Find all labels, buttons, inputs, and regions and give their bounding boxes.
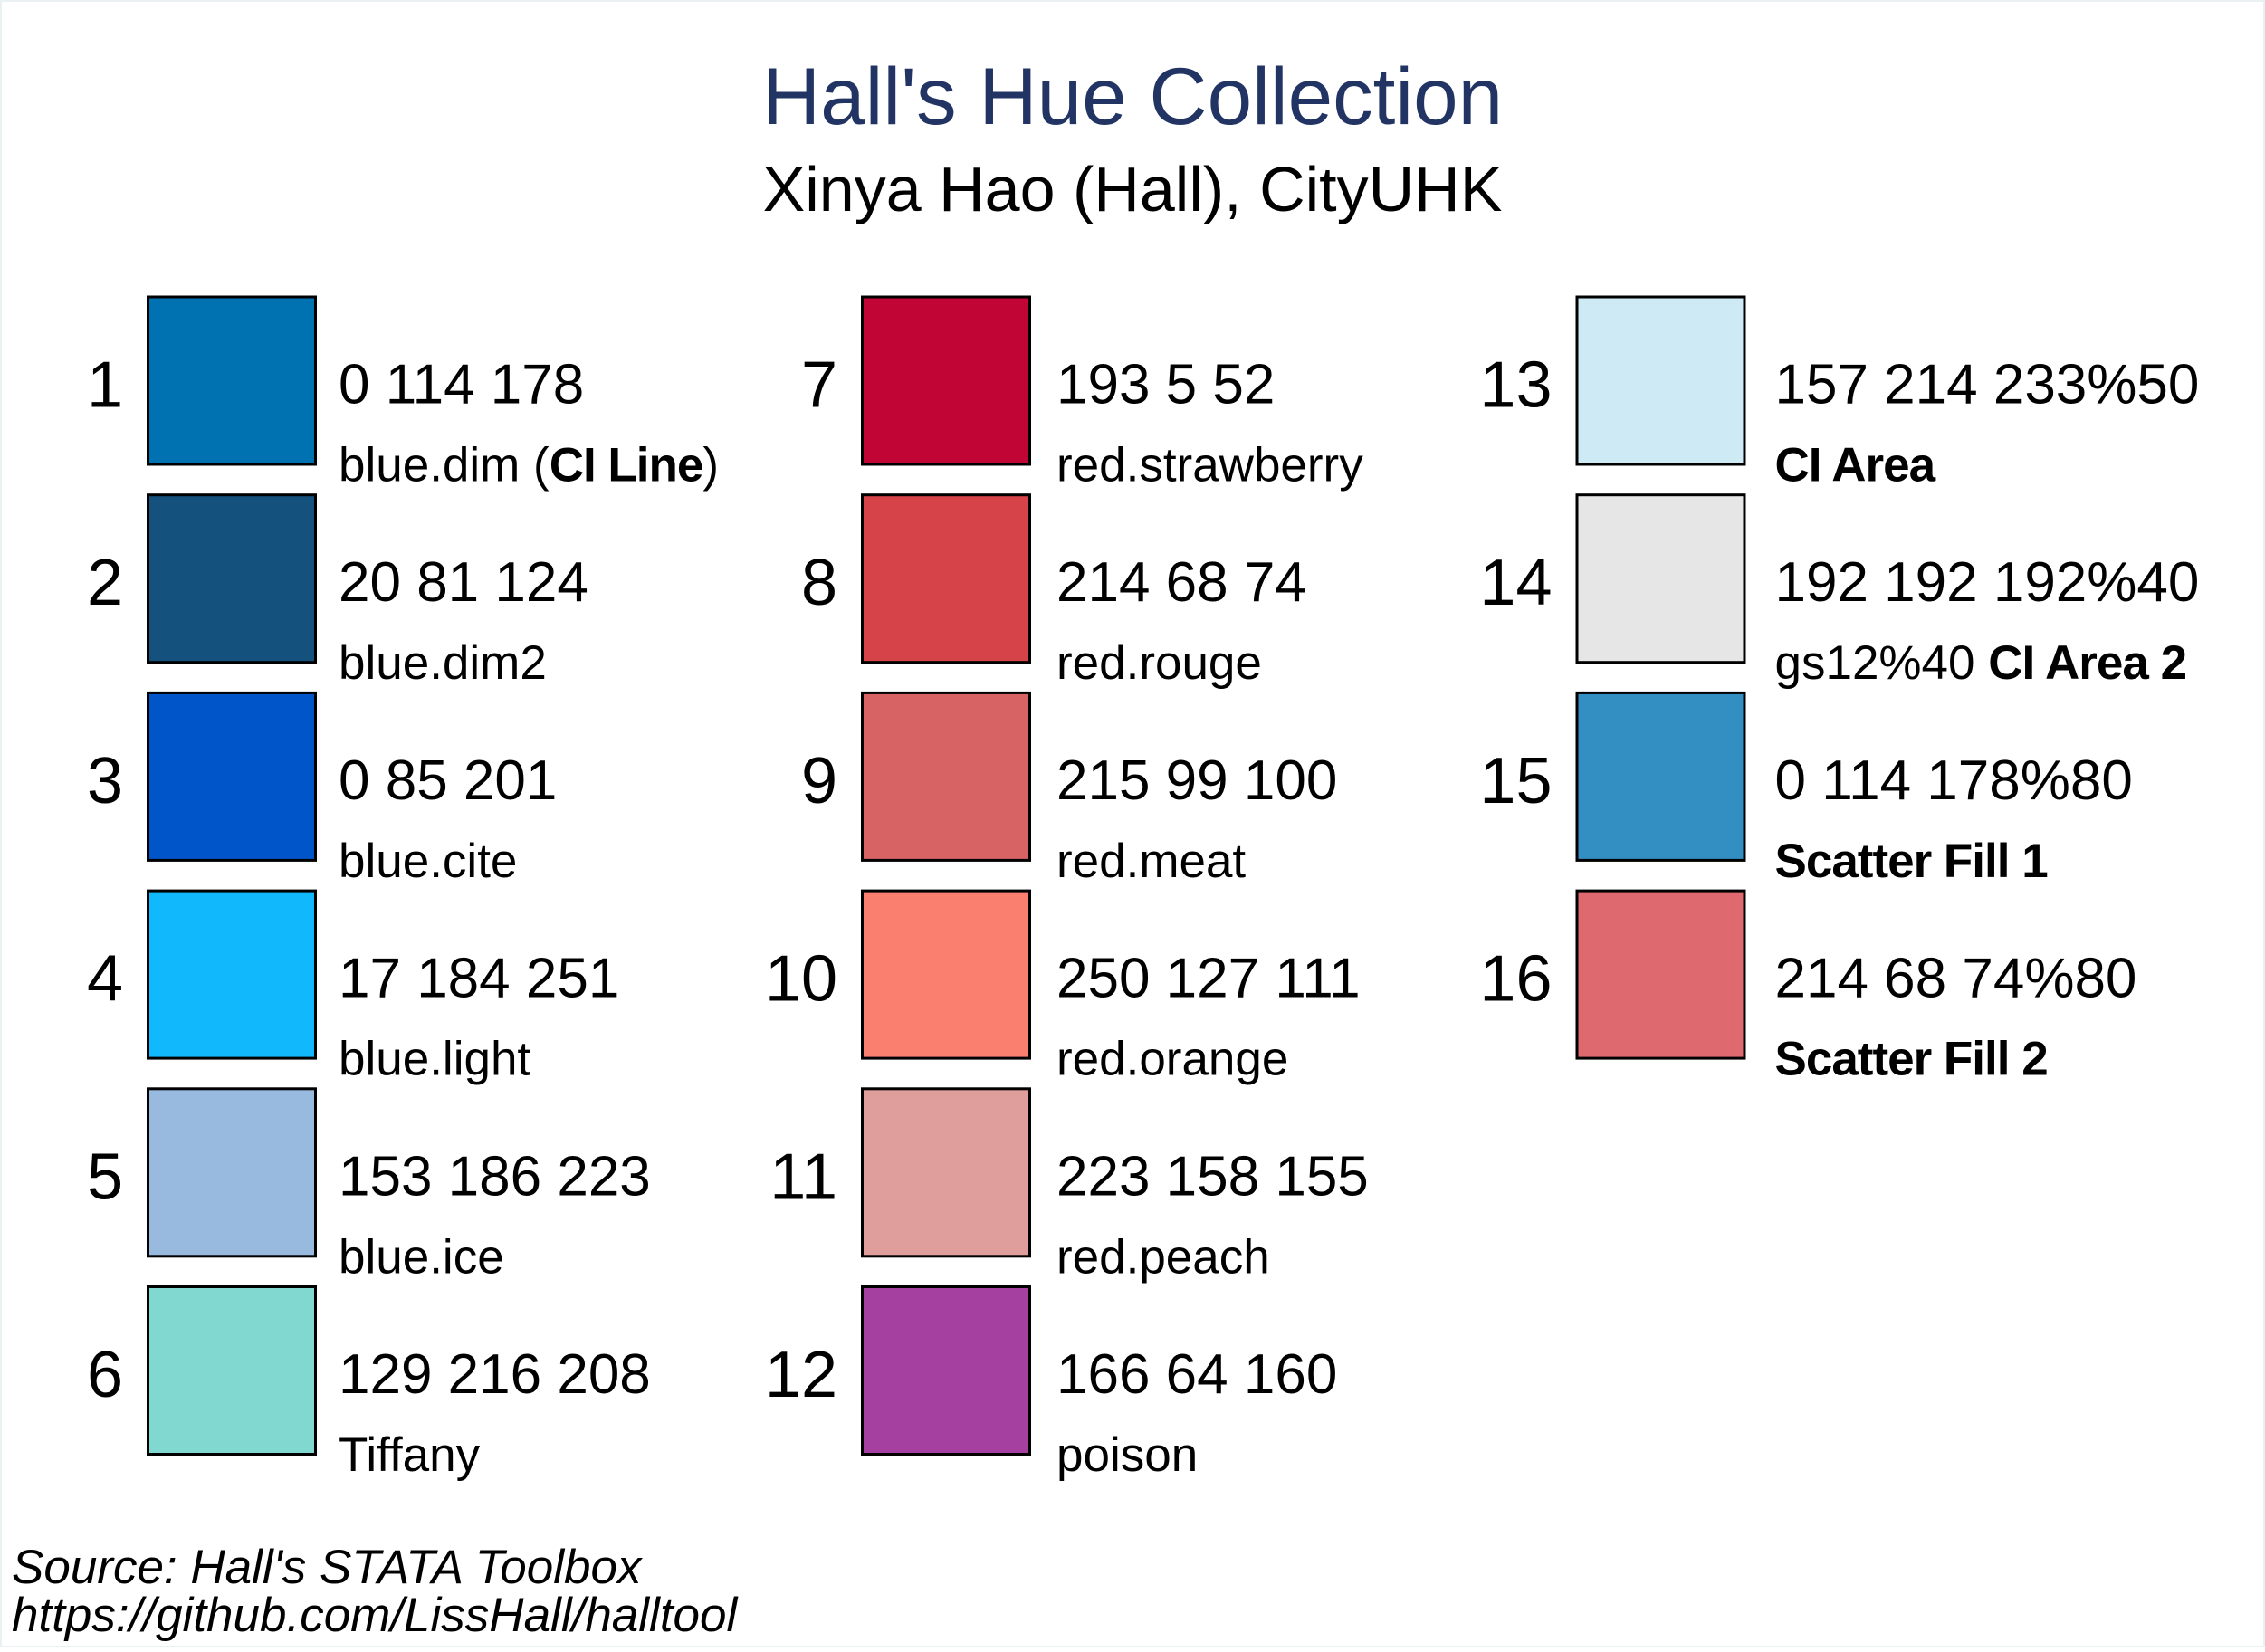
svg-text:10: 10 bbox=[765, 943, 837, 1016]
svg-text:Scatter Fill 2: Scatter Fill 2 bbox=[1775, 1033, 2048, 1086]
svg-text:223 158 155: 223 158 155 bbox=[1056, 1145, 1369, 1208]
svg-text:blue.cite: blue.cite bbox=[339, 835, 517, 888]
svg-text:8: 8 bbox=[801, 547, 837, 619]
svg-text:3: 3 bbox=[87, 745, 123, 817]
svg-text:14: 14 bbox=[1479, 547, 1552, 619]
svg-text:red.orange: red.orange bbox=[1056, 1033, 1288, 1086]
svg-text:214 68 74: 214 68 74 bbox=[1056, 551, 1306, 614]
svg-text:13: 13 bbox=[1479, 349, 1552, 422]
svg-text:4: 4 bbox=[87, 943, 123, 1016]
svg-text:20 81 124: 20 81 124 bbox=[339, 551, 588, 614]
svg-text:192 192 192%40: 192 192 192%40 bbox=[1775, 551, 2200, 614]
svg-text:250 127 111: 250 127 111 bbox=[1056, 948, 1361, 1010]
svg-text:129 216 208: 129 216 208 bbox=[339, 1343, 651, 1406]
svg-text:Xinya Hao (Hall), CityUHK: Xinya Hao (Hall), CityUHK bbox=[763, 154, 1503, 224]
svg-text:9: 9 bbox=[801, 745, 837, 817]
svg-text:blue.ice: blue.ice bbox=[339, 1230, 504, 1284]
svg-text:0 85 201: 0 85 201 bbox=[339, 750, 557, 812]
svg-text:Hall's Hue Collection: Hall's Hue Collection bbox=[762, 51, 1503, 141]
svg-text:0 114 178: 0 114 178 bbox=[339, 354, 584, 416]
svg-text:7: 7 bbox=[801, 349, 837, 422]
svg-text:16: 16 bbox=[1479, 943, 1552, 1016]
svg-text:red.meat: red.meat bbox=[1056, 835, 1246, 888]
svg-text:2: 2 bbox=[87, 547, 123, 619]
svg-text:blue.dim (CI Line): blue.dim (CI Line) bbox=[339, 439, 719, 492]
svg-text:193 5 52: 193 5 52 bbox=[1056, 354, 1275, 416]
svg-text:12: 12 bbox=[765, 1339, 837, 1411]
svg-text:17 184 251: 17 184 251 bbox=[339, 948, 619, 1010]
svg-text:red.rouge: red.rouge bbox=[1056, 636, 1262, 690]
svg-text:214 68 74%80: 214 68 74%80 bbox=[1775, 948, 2137, 1010]
svg-text:poison: poison bbox=[1056, 1428, 1198, 1482]
svg-text:red.strawberry: red.strawberry bbox=[1056, 439, 1363, 492]
svg-text:0 114 178%80: 0 114 178%80 bbox=[1775, 750, 2133, 812]
svg-text:1: 1 bbox=[87, 349, 123, 422]
svg-text:5: 5 bbox=[87, 1141, 123, 1213]
svg-text:166 64 160: 166 64 160 bbox=[1056, 1343, 1337, 1406]
svg-text:CI Area: CI Area bbox=[1775, 439, 1936, 492]
svg-text:11: 11 bbox=[769, 1141, 837, 1213]
svg-text:red.peach: red.peach bbox=[1056, 1230, 1270, 1284]
svg-text:Tiffany: Tiffany bbox=[339, 1428, 481, 1482]
svg-text:Source: Hall's STATA Toolbox: Source: Hall's STATA Toolbox bbox=[12, 1541, 644, 1594]
svg-text:blue.dim2: blue.dim2 bbox=[339, 636, 547, 690]
svg-text:https://github.com/LissHall/ha: https://github.com/LissHall/halltool bbox=[12, 1589, 739, 1642]
svg-text:blue.light: blue.light bbox=[339, 1033, 530, 1086]
svg-text:gs12%40 CI Area 2: gs12%40 CI Area 2 bbox=[1775, 636, 2187, 690]
svg-text:215 99 100: 215 99 100 bbox=[1056, 750, 1337, 812]
svg-text:Scatter Fill 1: Scatter Fill 1 bbox=[1775, 835, 2048, 888]
svg-text:6: 6 bbox=[87, 1339, 123, 1411]
svg-text:157 214 233%50: 157 214 233%50 bbox=[1775, 354, 2200, 416]
svg-text:153 186 223: 153 186 223 bbox=[339, 1145, 651, 1208]
svg-text:15: 15 bbox=[1479, 745, 1552, 817]
